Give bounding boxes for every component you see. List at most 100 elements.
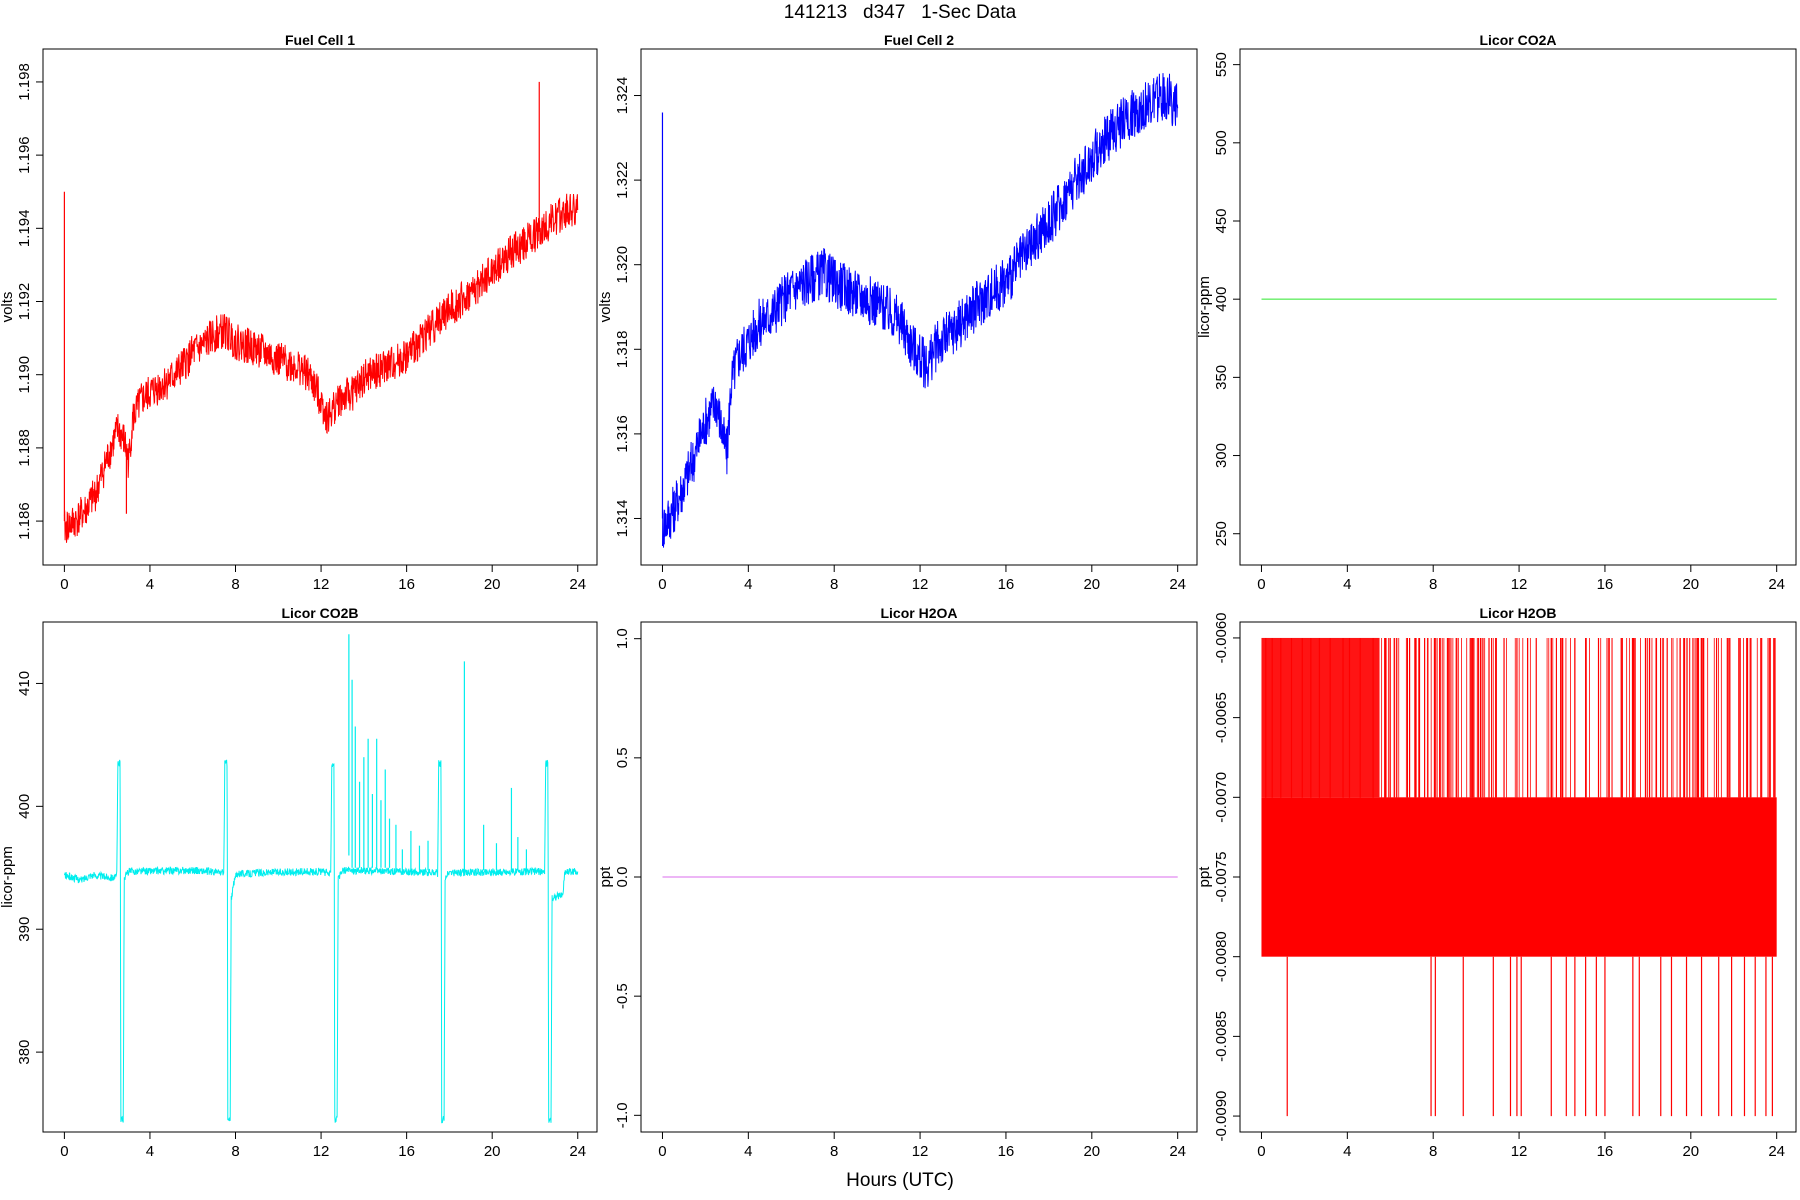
plot-area <box>1261 637 1777 1117</box>
x-tick-label: 4 <box>146 576 154 593</box>
x-tick-label: 0 <box>60 1143 68 1160</box>
y-tick-label: 450 <box>1213 208 1230 233</box>
y-tick-label: 550 <box>1213 52 1230 77</box>
y-tick-label: 1.188 <box>16 429 33 467</box>
plot-frame <box>640 621 1198 1133</box>
plot-area <box>661 73 1179 548</box>
x-tick-label: 12 <box>912 576 929 593</box>
x-tick-label: 12 <box>313 576 330 593</box>
y-tick-label: 1.194 <box>16 210 33 248</box>
plot-area <box>63 81 579 543</box>
panel-title: Fuel Cell 2 <box>884 32 954 48</box>
x-tick-label: 16 <box>398 576 415 593</box>
x-tick-label: 16 <box>998 576 1015 593</box>
plot-area <box>63 634 579 1124</box>
x-tick-label: 16 <box>1597 1143 1614 1160</box>
x-tick-label: 4 <box>1343 576 1351 593</box>
y-axis-label: volts <box>597 292 614 323</box>
x-tick-label: 12 <box>1511 576 1528 593</box>
y-tick-label: 1.0 <box>614 628 631 649</box>
x-tick-label: 24 <box>1169 1143 1186 1160</box>
y-tick-label: 1.322 <box>614 161 631 199</box>
y-axis-label: licor-ppm <box>1196 276 1213 338</box>
y-axis-label: volts <box>0 292 16 323</box>
y-axis-label: ppt <box>597 866 614 888</box>
x-tick-label: 20 <box>1083 1143 1100 1160</box>
y-tick-label: 400 <box>16 794 33 819</box>
x-tick-label: 24 <box>1169 576 1186 593</box>
y-tick-label: 1.324 <box>614 77 631 115</box>
x-tick-label: 20 <box>1682 1143 1699 1160</box>
x-tick-label: 16 <box>1597 576 1614 593</box>
x-tick-label: 0 <box>658 1143 666 1160</box>
plot-frame <box>640 48 1198 566</box>
y-tick-label: -0.0070 <box>1213 772 1230 823</box>
data-band <box>1261 797 1777 957</box>
y-tick-label: -0.0075 <box>1213 852 1230 903</box>
x-tick-label: 16 <box>998 1143 1015 1160</box>
x-tick-label: 24 <box>569 1143 586 1160</box>
x-axis-label: Hours (UTC) <box>846 1170 954 1191</box>
y-tick-label: 1.196 <box>16 136 33 174</box>
x-tick-label: 20 <box>1682 576 1699 593</box>
x-tick-label: 8 <box>231 1143 239 1160</box>
y-tick-label: 1.318 <box>614 331 631 369</box>
y-tick-label: -0.0060 <box>1213 613 1230 664</box>
x-tick-label: 24 <box>1768 576 1785 593</box>
y-tick-label: -0.0065 <box>1213 692 1230 743</box>
y-tick-label: 1.186 <box>16 502 33 540</box>
chart-panel-2: Fuel Cell 2 0 4 8 12 16 20 24 1.314 1.316 1.318 1.3… <box>597 32 1198 593</box>
chart-panel-3: Licor CO2A 0 4 8 12 16 20 24 250 300 350 400 450 500 5… <box>1196 32 1797 593</box>
y-tick-label: 350 <box>1213 365 1230 390</box>
y-tick-label: 1.320 <box>614 246 631 284</box>
panel-title: Licor H2OA <box>880 605 957 621</box>
data-series-line <box>662 73 1179 548</box>
x-tick-label: 0 <box>658 576 666 593</box>
x-tick-label: 8 <box>830 576 838 593</box>
x-tick-label: 12 <box>1511 1143 1528 1160</box>
x-tick-label: 0 <box>60 576 68 593</box>
chart-panel-6: Licor H2OB 0 4 8 12 16 20 24 -0.0090 -0.0085 -0.00… <box>1196 605 1797 1160</box>
y-axis-label: licor-ppm <box>0 846 16 908</box>
y-tick-label: 0.0 <box>614 867 631 888</box>
x-tick-label: 0 <box>1257 1143 1265 1160</box>
panel-title: Fuel Cell 1 <box>285 32 355 48</box>
panel-title: Licor CO2A <box>1479 32 1556 48</box>
y-tick-label: -0.5 <box>614 983 631 1009</box>
y-tick-label: 0.5 <box>614 747 631 768</box>
y-tick-label: 380 <box>16 1040 33 1065</box>
x-tick-label: 8 <box>1429 1143 1437 1160</box>
y-tick-label: 300 <box>1213 443 1230 468</box>
x-tick-label: 8 <box>1429 576 1437 593</box>
x-tick-label: 8 <box>231 576 239 593</box>
panel-title: Licor CO2B <box>281 605 358 621</box>
page-title: 141213 d347 1-Sec Data <box>783 2 1017 23</box>
x-tick-label: 20 <box>1083 576 1100 593</box>
y-tick-label: 500 <box>1213 130 1230 155</box>
x-tick-label: 8 <box>830 1143 838 1160</box>
panel-title: Licor H2OB <box>1479 605 1556 621</box>
y-tick-label: 400 <box>1213 287 1230 312</box>
y-tick-label: -0.0085 <box>1213 1011 1230 1062</box>
plot-frame <box>42 621 598 1133</box>
y-tick-label: 390 <box>16 917 33 942</box>
x-tick-label: 0 <box>1257 576 1265 593</box>
chart-panel-1: Fuel Cell 1 0 4 8 12 16 20 24 1.186 1.188 1.190 1.1… <box>0 32 598 593</box>
x-tick-label: 4 <box>744 1143 752 1160</box>
y-tick-label: 1.190 <box>16 356 33 394</box>
plot-frame <box>1239 48 1797 566</box>
x-tick-label: 20 <box>484 576 501 593</box>
data-band-upper <box>1261 637 1380 798</box>
y-tick-label: 1.314 <box>614 500 631 538</box>
y-tick-label: -0.0080 <box>1213 931 1230 982</box>
y-tick-label: 410 <box>16 671 33 696</box>
x-tick-label: 24 <box>569 576 586 593</box>
data-series-line <box>63 759 579 1124</box>
x-tick-label: 16 <box>398 1143 415 1160</box>
chart-panel-5: Licor H2OA 0 4 8 12 16 20 24 -1.0 -0.5 0.0 0.5 1.0 pp… <box>597 605 1198 1160</box>
x-tick-label: 24 <box>1768 1143 1785 1160</box>
x-tick-label: 4 <box>744 576 752 593</box>
x-tick-label: 12 <box>912 1143 929 1160</box>
x-tick-label: 4 <box>146 1143 154 1160</box>
